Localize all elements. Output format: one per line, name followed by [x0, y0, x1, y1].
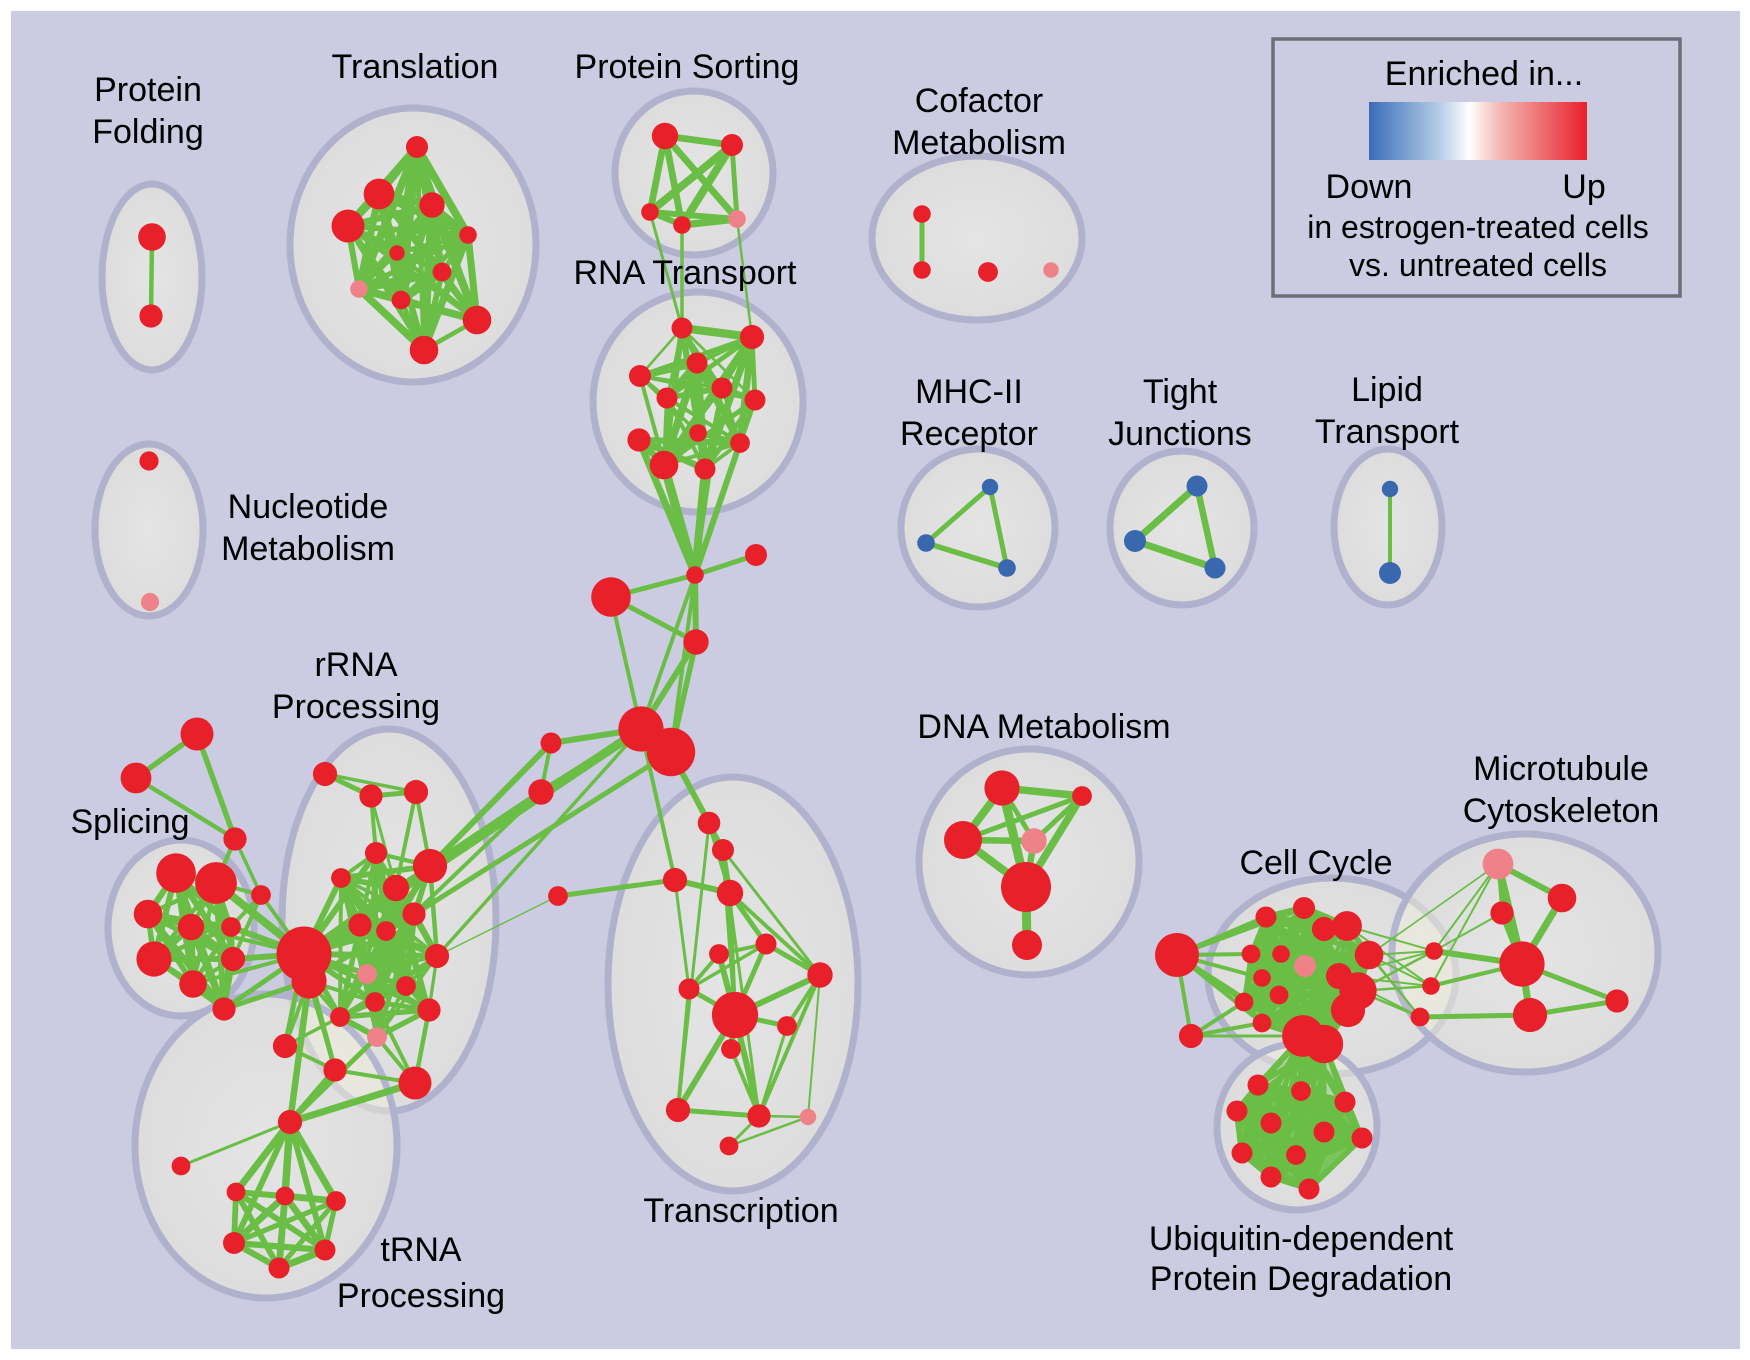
svg-text:in estrogen-treated cells: in estrogen-treated cells — [1307, 209, 1649, 245]
svg-text:DNA Metabolism: DNA Metabolism — [917, 708, 1170, 746]
svg-text:Splicing: Splicing — [70, 803, 189, 841]
svg-text:Enriched in...: Enriched in... — [1385, 55, 1583, 93]
svg-text:Microtubule: Microtubule — [1473, 750, 1649, 788]
svg-text:Transport: Transport — [1315, 413, 1460, 451]
svg-text:vs. untreated cells: vs. untreated cells — [1349, 247, 1607, 283]
svg-text:Cell Cycle: Cell Cycle — [1239, 844, 1392, 882]
svg-text:Nucleotide: Nucleotide — [228, 488, 389, 526]
svg-text:Up: Up — [1562, 168, 1605, 206]
svg-text:Lipid: Lipid — [1351, 371, 1423, 409]
svg-text:Translation: Translation — [332, 48, 499, 86]
svg-text:Protein: Protein — [94, 71, 202, 109]
svg-text:Transcription: Transcription — [643, 1192, 838, 1230]
svg-text:Protein Degradation: Protein Degradation — [1150, 1260, 1452, 1298]
svg-text:Metabolism: Metabolism — [892, 124, 1066, 162]
svg-text:Ubiquitin-dependent: Ubiquitin-dependent — [1149, 1220, 1454, 1258]
svg-text:MHC-II: MHC-II — [915, 373, 1023, 411]
svg-text:Tight: Tight — [1143, 373, 1218, 411]
svg-text:Down: Down — [1326, 168, 1413, 206]
svg-text:Folding: Folding — [92, 113, 204, 151]
svg-text:Processing: Processing — [337, 1277, 505, 1315]
svg-text:RNA Transport: RNA Transport — [574, 254, 798, 292]
svg-text:Protein Sorting: Protein Sorting — [575, 48, 800, 86]
svg-text:rRNA: rRNA — [314, 646, 397, 684]
svg-text:Cofactor: Cofactor — [915, 82, 1044, 120]
svg-text:Receptor: Receptor — [900, 415, 1038, 453]
svg-text:Processing: Processing — [272, 688, 440, 726]
svg-text:Metabolism: Metabolism — [221, 530, 395, 568]
svg-text:Junctions: Junctions — [1108, 415, 1252, 453]
svg-text:tRNA: tRNA — [380, 1231, 462, 1269]
svg-text:Cytoskeleton: Cytoskeleton — [1463, 792, 1660, 830]
